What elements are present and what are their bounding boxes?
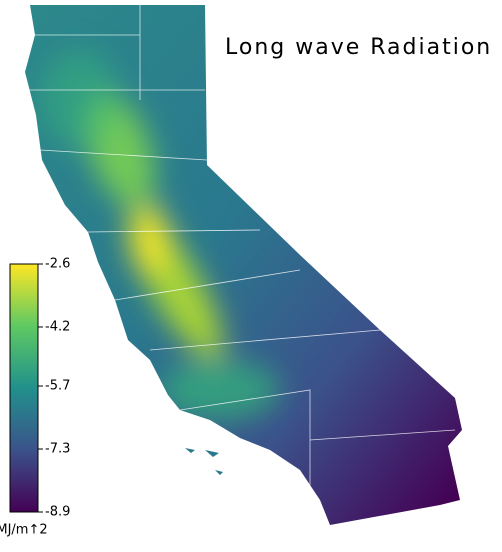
colorbar-tick-label: -7.3	[45, 442, 70, 457]
colorbar-tick-label: -5.7	[45, 379, 70, 394]
colorbar-tick-label: -4.2	[45, 319, 70, 334]
islands	[185, 448, 223, 475]
colorbar	[9, 263, 39, 513]
title: Long wave Radiation	[225, 35, 492, 60]
colorbar-tick-label: -8.9	[45, 505, 70, 520]
colorbar-tick-label: -2.6	[45, 257, 70, 272]
colorbar-label: MJ/m↑2	[0, 523, 48, 538]
